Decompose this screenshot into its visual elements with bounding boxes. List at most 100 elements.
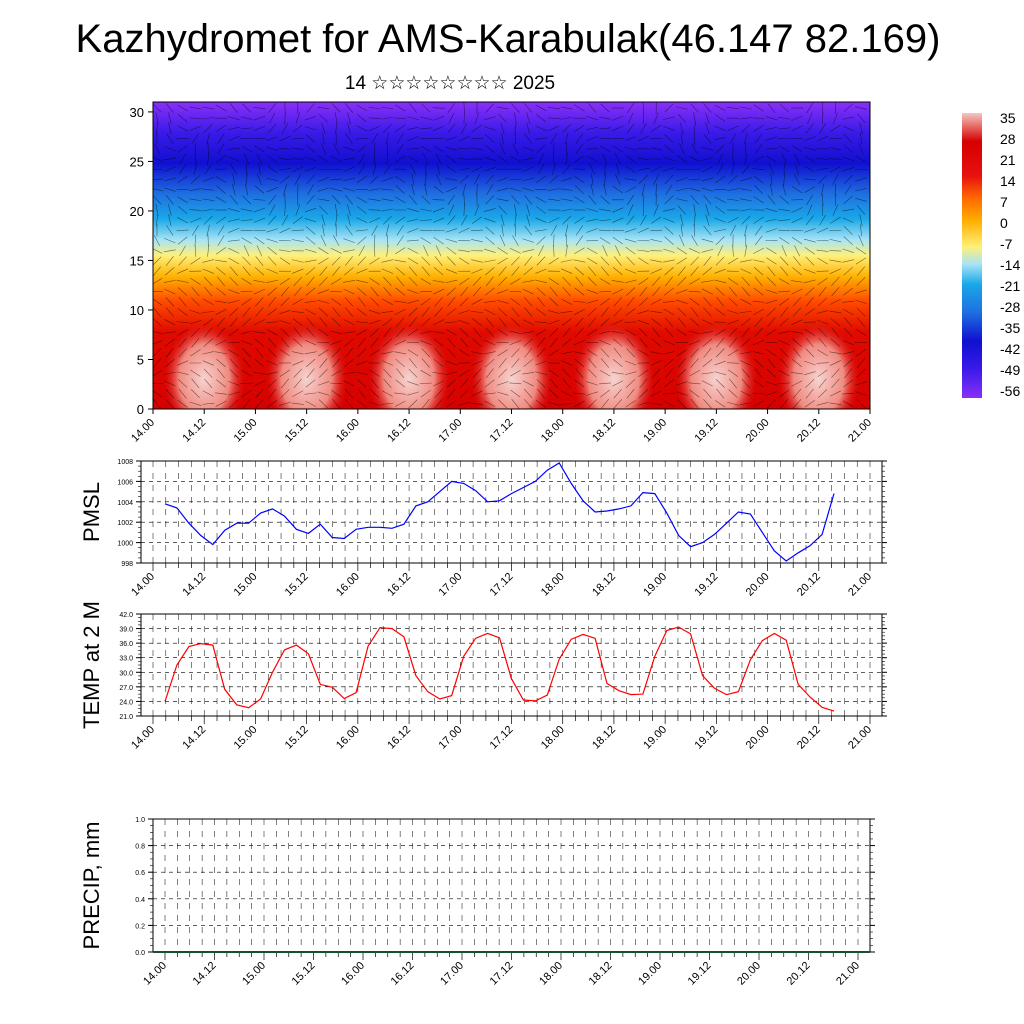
wind-barb — [716, 388, 725, 399]
wind-barb — [664, 195, 674, 205]
wind-barb — [333, 143, 340, 155]
wind-barb — [202, 259, 215, 263]
wind-barb — [227, 116, 240, 121]
wind-barb — [383, 276, 392, 286]
wind-barb — [357, 337, 366, 348]
wind-barb — [575, 276, 584, 287]
wind-barb — [714, 329, 726, 336]
wind-barb — [253, 207, 266, 213]
wind-barb — [664, 134, 674, 143]
wind-barb — [394, 400, 406, 407]
wind-barb — [420, 340, 432, 346]
wind-barb — [611, 372, 624, 375]
wind-barb — [255, 256, 264, 266]
y-tick-label: 30 — [130, 105, 144, 120]
wind-barb — [291, 351, 304, 355]
wind-barb — [677, 358, 686, 368]
wind-barb — [153, 235, 161, 247]
x-tick-label: 16.00 — [339, 960, 367, 988]
wind-barb — [663, 340, 675, 346]
wind-barb — [356, 196, 368, 204]
wind-barb — [242, 307, 251, 317]
wind-barb — [626, 379, 636, 388]
wind-barb — [292, 318, 303, 327]
wind-barb — [829, 390, 841, 397]
wind-barb — [368, 117, 381, 119]
wind-barb — [514, 214, 517, 227]
wind-barb — [357, 287, 367, 296]
wind-barb — [317, 381, 330, 386]
x-tick-label: 19.12 — [693, 571, 721, 599]
wind-barb — [689, 156, 701, 162]
wind-barb — [304, 351, 317, 355]
wind-barb — [627, 204, 634, 216]
wind-barb — [701, 319, 713, 326]
wind-barb — [778, 370, 790, 377]
wind-barb — [688, 382, 701, 385]
wind-barb — [511, 398, 520, 409]
wind-barb — [714, 125, 726, 131]
wind-barb — [240, 116, 253, 120]
x-tick-label: 17.12 — [488, 571, 516, 599]
wind-barb — [612, 207, 624, 213]
wind-barb — [549, 378, 558, 389]
wind-barb — [728, 175, 738, 184]
wind-barb — [677, 399, 687, 409]
wind-barb — [752, 300, 765, 303]
wind-barb — [190, 369, 201, 377]
wind-barb — [689, 248, 701, 254]
wind-barb — [496, 299, 509, 304]
wind-barb — [752, 340, 765, 346]
y-axis-label: PMSL — [79, 482, 104, 542]
wind-barb — [603, 183, 607, 196]
wind-barb — [509, 178, 522, 181]
x-tick-label: 17.00 — [436, 417, 464, 445]
y-tick-label: 30.0 — [119, 670, 133, 677]
wind-barb — [268, 337, 277, 348]
wind-barb — [526, 214, 531, 227]
wind-barb — [446, 379, 457, 388]
wind-barb — [689, 278, 700, 285]
wind-barb — [177, 329, 189, 336]
wind-barb — [445, 360, 458, 366]
wind-barb — [203, 368, 213, 378]
wind-barb — [676, 349, 687, 357]
wind-barb — [677, 266, 686, 277]
wind-barb — [253, 380, 265, 387]
wind-barb — [843, 379, 854, 388]
chart-title: Kazhydromet for AMS-Karabulak(46.147 82.… — [75, 17, 941, 61]
wind-barb — [471, 360, 483, 366]
wind-barb — [615, 173, 621, 185]
wind-barb — [652, 286, 661, 297]
wind-barb — [189, 188, 202, 191]
wind-barb — [445, 228, 458, 233]
wind-barb — [651, 276, 661, 287]
wind-barb — [473, 173, 481, 185]
wind-barb — [434, 347, 443, 358]
wind-barb — [523, 399, 533, 409]
wind-barb — [843, 327, 853, 337]
wind-barb — [511, 348, 520, 358]
wind-barb — [741, 123, 751, 133]
wind-barb — [523, 307, 533, 317]
wind-barb — [744, 132, 748, 145]
wind-barb — [690, 348, 699, 358]
wind-barb — [842, 208, 855, 212]
wind-barb — [446, 287, 457, 296]
wind-barb — [497, 155, 508, 163]
wind-barb — [407, 289, 419, 294]
wind-barb — [856, 205, 866, 215]
wind-barb — [778, 382, 791, 385]
wind-barb — [163, 249, 176, 253]
wind-barb — [714, 279, 727, 284]
wind-barb — [227, 147, 240, 150]
wind-barb — [304, 392, 317, 395]
wind-barb — [432, 207, 445, 213]
wind-barb — [562, 164, 571, 175]
wind-barb — [229, 317, 238, 328]
wind-barb — [419, 208, 432, 212]
wind-barb — [779, 348, 789, 358]
wind-barb — [855, 188, 867, 192]
wind-barb — [705, 204, 710, 216]
wind-barb — [703, 388, 712, 399]
